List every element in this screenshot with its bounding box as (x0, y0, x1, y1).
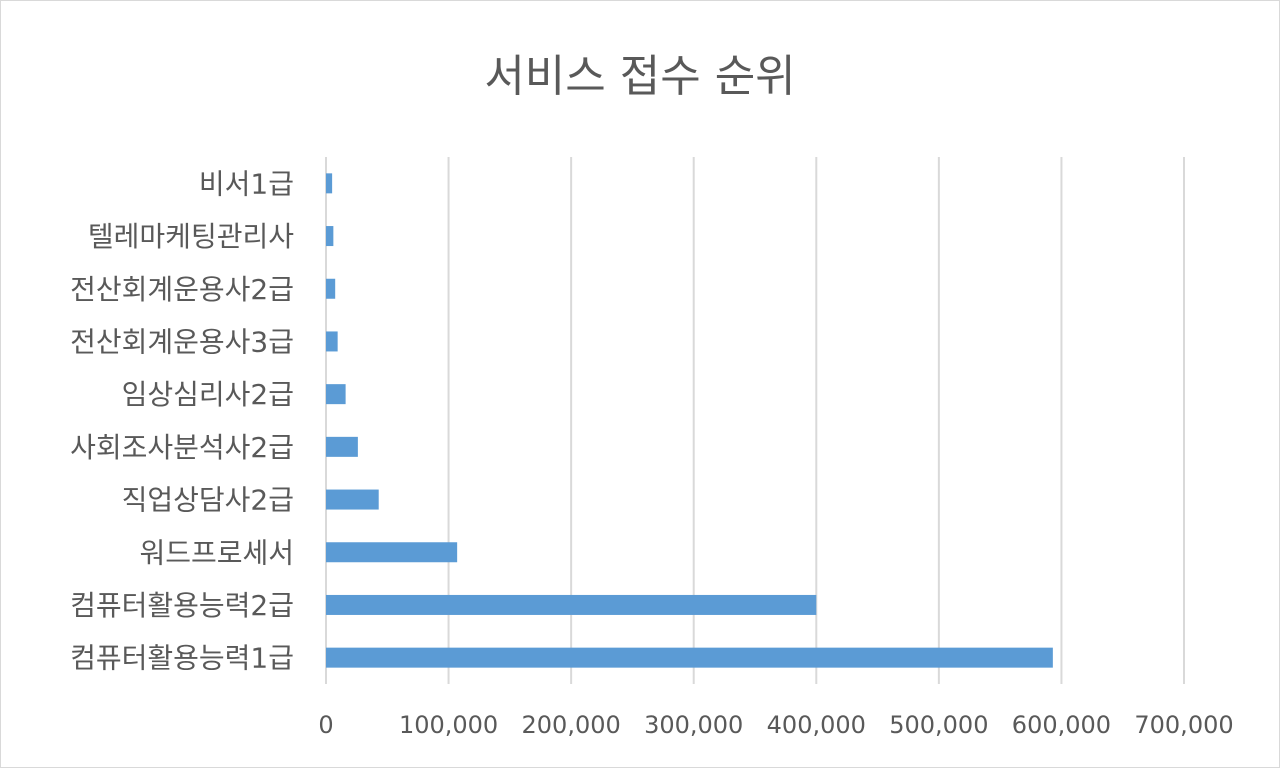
x-tick-label: 400,000 (767, 711, 866, 739)
bar (326, 647, 1053, 668)
category-label: 워드프로세서 (139, 536, 294, 569)
category-labels: 비서1급텔레마케팅관리사전산회계운용사2급전산회계운용사3급임상심리사2급사회조… (70, 167, 294, 674)
category-label: 컴퓨터활용능력1급 (70, 642, 294, 675)
bar (326, 278, 336, 299)
x-tick-label: 700,000 (1134, 711, 1233, 739)
bar (326, 226, 334, 247)
category-label: 사회조사분석사2급 (70, 431, 294, 464)
x-tick-label: 200,000 (522, 711, 621, 739)
category-label: 전산회계운용사3급 (70, 325, 294, 358)
bar (326, 173, 333, 194)
bar (326, 331, 338, 352)
x-tick-label: 600,000 (1012, 711, 1111, 739)
bar (326, 542, 458, 563)
x-tick-label: 300,000 (644, 711, 743, 739)
bars (326, 173, 1053, 668)
chart-title: 서비스 접수 순위 (484, 51, 796, 102)
category-label: 직업상담사2급 (122, 484, 294, 517)
x-tick-label: 500,000 (889, 711, 988, 739)
x-tick-label: 0 (318, 711, 333, 739)
category-label: 전산회계운용사2급 (70, 273, 294, 306)
x-tick-labels: 0 100,000 200,000 300,000 400,000 500,000 600,… (318, 711, 1233, 739)
bar (326, 384, 346, 405)
x-tick-label: 100,000 (399, 711, 498, 739)
category-label: 텔레마케팅관리사 (88, 220, 294, 253)
bar (326, 489, 379, 510)
bar (326, 594, 817, 615)
category-label: 컴퓨터활용능력2급 (70, 589, 294, 622)
category-label: 비서1급 (199, 167, 294, 200)
category-label: 임상심리사2급 (122, 378, 294, 411)
bar (326, 436, 358, 457)
